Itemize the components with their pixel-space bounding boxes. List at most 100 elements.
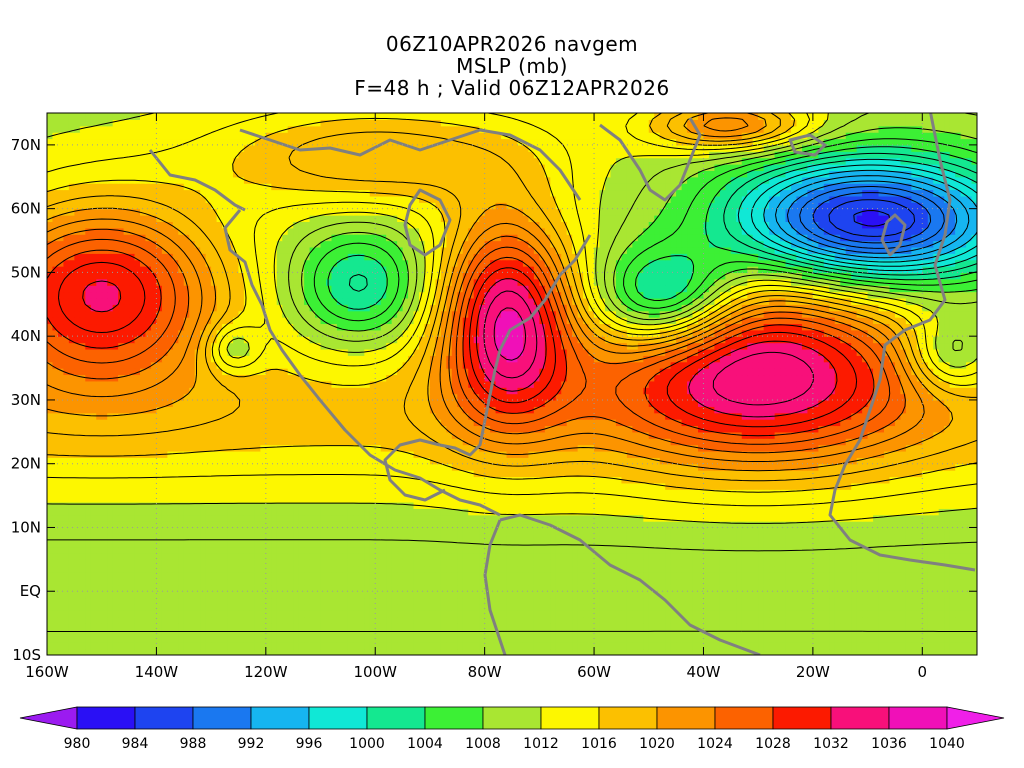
pressure-cell <box>884 514 891 522</box>
pressure-cell <box>588 559 595 567</box>
pressure-cell <box>254 565 261 573</box>
pressure-cell <box>599 546 606 554</box>
pressure-cell <box>911 591 918 599</box>
pressure-cell <box>905 521 912 529</box>
pressure-cell <box>260 603 267 611</box>
pressure-cell <box>714 489 721 497</box>
pressure-cell <box>112 476 119 484</box>
pressure-cell <box>342 508 349 516</box>
pressure-cell <box>178 642 185 650</box>
pressure-cell <box>736 597 743 605</box>
pressure-cell <box>249 476 256 484</box>
pressure-cell <box>451 642 458 650</box>
pressure-cell <box>287 578 294 586</box>
pressure-cell <box>194 591 201 599</box>
pressure-cell <box>68 463 75 471</box>
pressure-cell <box>336 565 344 573</box>
pressure-cell <box>150 572 158 580</box>
pressure-cell <box>309 603 316 611</box>
pressure-cell <box>145 603 152 611</box>
pressure-cell <box>150 629 158 637</box>
pressure-cell <box>150 642 158 650</box>
pressure-cell <box>298 610 305 618</box>
pressure-cell <box>145 591 152 599</box>
pressure-cell <box>413 591 420 599</box>
pressure-cell <box>249 623 256 631</box>
pressure-cell <box>823 476 830 484</box>
pressure-cell <box>353 635 360 643</box>
pressure-cell <box>222 623 229 631</box>
pressure-cell <box>375 629 382 637</box>
pressure-cell <box>364 533 371 541</box>
pressure-cell <box>873 572 880 580</box>
pressure-cell <box>129 597 136 605</box>
pressure-cell <box>774 603 781 611</box>
pressure-cell <box>632 648 639 655</box>
pressure-cell <box>730 572 737 580</box>
pressure-cell <box>336 482 344 490</box>
pressure-cell <box>347 565 354 573</box>
pressure-cell <box>834 578 841 586</box>
pressure-cell <box>807 514 814 522</box>
pressure-cell <box>178 514 185 522</box>
pressure-cell <box>233 616 240 624</box>
pressure-cell <box>112 616 119 624</box>
pressure-cell <box>402 591 409 599</box>
pressure-cell <box>894 533 902 541</box>
pressure-cell <box>698 482 705 490</box>
pressure-cell <box>63 489 70 497</box>
pressure-cell <box>555 559 562 567</box>
pressure-cell <box>840 470 847 478</box>
pressure-cell <box>829 546 836 554</box>
pressure-cell <box>801 482 809 490</box>
pressure-cell <box>960 521 967 529</box>
pressure-cell <box>922 603 929 611</box>
pressure-cell <box>769 565 776 573</box>
pressure-cell <box>736 559 743 567</box>
pressure-cell <box>369 470 376 478</box>
pressure-cell <box>118 572 125 580</box>
pressure-cell <box>725 623 732 631</box>
pressure-cell <box>632 527 639 535</box>
pressure-cell <box>419 489 426 497</box>
pressure-cell <box>643 635 650 643</box>
pressure-cell <box>282 470 289 478</box>
pressure-cell <box>621 629 628 637</box>
pressure-cell <box>107 578 114 586</box>
pressure-cell <box>227 591 234 599</box>
pressure-cell <box>402 610 409 618</box>
pressure-cell <box>112 610 119 618</box>
pressure-cell <box>900 495 907 503</box>
pressure-cell <box>178 540 185 548</box>
pressure-cell <box>522 584 530 592</box>
pressure-cell <box>823 482 830 490</box>
pressure-cell <box>216 597 223 605</box>
pressure-cell <box>309 533 316 541</box>
pressure-cell <box>856 470 863 478</box>
pressure-cell <box>380 616 387 624</box>
pressure-cell <box>315 489 322 497</box>
pressure-cell <box>440 552 447 560</box>
pressure-cell <box>911 629 918 637</box>
pressure-cell <box>468 642 475 650</box>
pressure-cell <box>222 540 229 548</box>
pressure-cell <box>949 565 956 573</box>
pressure-cell <box>643 629 650 637</box>
pressure-cell <box>807 591 814 599</box>
pressure-cell <box>129 546 136 554</box>
pressure-cell <box>747 572 754 580</box>
pressure-cell <box>774 629 781 637</box>
pressure-cell <box>889 495 896 503</box>
pressure-cell <box>123 527 130 535</box>
pressure-cell <box>101 565 108 573</box>
pressure-cell <box>626 527 633 535</box>
pressure-cell <box>840 552 847 560</box>
pressure-cell <box>347 470 354 478</box>
pressure-cell <box>522 565 530 573</box>
pressure-cell <box>730 578 737 586</box>
pressure-cell <box>145 610 152 618</box>
pressure-cell <box>692 578 699 586</box>
pressure-cell <box>703 648 710 655</box>
pressure-cell <box>780 546 787 554</box>
pressure-cell <box>79 489 86 497</box>
